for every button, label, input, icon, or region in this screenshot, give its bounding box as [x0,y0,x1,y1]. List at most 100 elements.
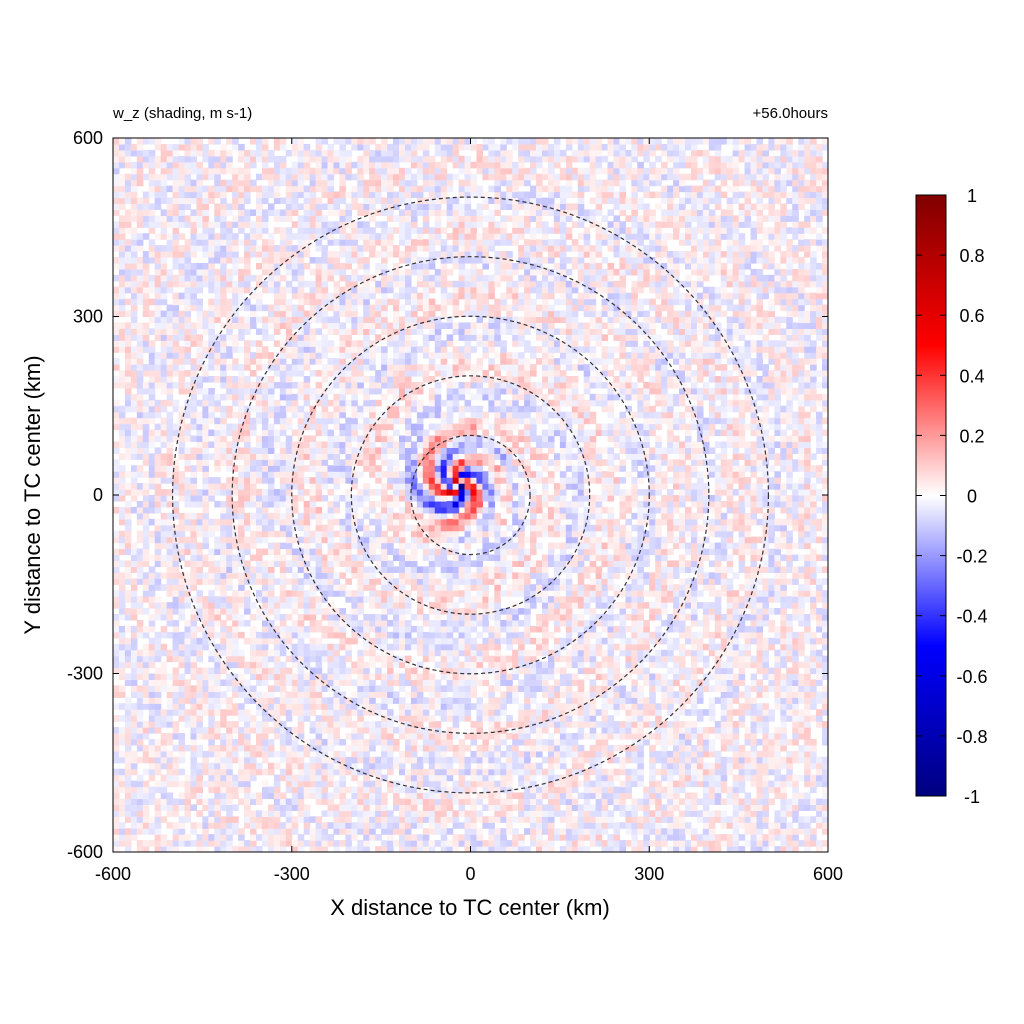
heatmap-cell [190,138,198,145]
heatmap-cell [285,304,293,312]
heatmap-cell [148,138,156,145]
heatmap-cell [303,596,311,603]
heatmap-cell [202,602,209,609]
heatmap-cell [387,405,394,413]
heatmap-cell [261,495,269,502]
heatmap-cell [351,596,358,603]
heatmap-cell [244,786,251,794]
heatmap-cell [190,411,198,419]
heatmap-cell [404,780,412,788]
heatmap-cell [363,459,370,466]
heatmap-cell [130,786,138,794]
heatmap-cell [124,750,132,758]
heatmap-cell [369,274,376,282]
heatmap-cell [190,756,198,764]
heatmap-cell [351,233,358,240]
heatmap-cell [291,346,299,353]
heatmap-cell [154,560,162,568]
heatmap-cell [256,744,263,752]
heatmap-cell [124,399,132,407]
heatmap-cell [256,643,263,651]
heatmap-cell [220,197,227,205]
heatmap-cell [160,471,168,478]
heatmap-cell [315,477,323,484]
heatmap-cell [166,209,174,216]
heatmap-cell [250,518,257,526]
heatmap-cell [369,614,376,621]
heatmap-cell [220,822,227,829]
heatmap-cell [261,608,269,615]
heatmap-cell [208,387,215,395]
heatmap-cell [256,417,263,425]
heatmap-cell [202,768,209,776]
heatmap-cell [369,149,376,157]
heatmap-cell [118,584,126,591]
heatmap-cell [232,185,239,193]
heatmap-cell [250,625,257,633]
heatmap-cell [226,649,233,657]
heatmap-cell [297,423,305,431]
heatmap-cell [214,358,221,365]
heatmap-cell [404,578,412,585]
heatmap-cell [285,399,293,407]
heatmap-cell [369,679,376,687]
heatmap-cell [166,203,174,211]
heatmap-cell [244,774,251,782]
heatmap-cell [339,358,346,365]
heatmap-cell [393,280,400,288]
heatmap-cell [214,453,221,460]
heatmap-cell [261,465,269,472]
heatmap-cell [387,643,394,651]
heatmap-cell [416,435,424,443]
heatmap-cell [142,596,150,603]
heatmap-cell [214,572,221,579]
heatmap-cell [142,233,150,240]
heatmap-cell [351,268,358,276]
heatmap-cell [118,822,126,829]
heatmap-cell [375,727,382,734]
heatmap-cell [124,756,132,764]
heatmap-cell [381,376,388,383]
heatmap-cell [226,268,233,276]
heatmap-cell [309,447,317,454]
heatmap-cell [226,762,233,770]
heatmap-cell [142,500,150,508]
heatmap-cell [351,625,358,633]
heatmap-cell [208,703,215,710]
heatmap-cell [321,465,329,472]
heatmap-cell [393,578,400,585]
heatmap-cell [202,203,209,211]
heatmap-cell [321,768,329,776]
heatmap-cell [375,703,382,710]
heatmap-cell [351,405,358,413]
heatmap-cell [130,560,138,568]
heatmap-cell [148,298,156,306]
heatmap-cell [291,322,299,330]
heatmap-cell [285,512,293,520]
heatmap-cell [267,840,275,847]
heatmap-cell [387,685,394,692]
heatmap-cell [250,155,257,163]
heatmap-cell [178,155,186,163]
heatmap-cell [321,834,329,841]
heatmap-cell [291,822,299,829]
heatmap-cell [160,834,168,841]
heatmap-cell [387,173,394,181]
heatmap-cell [148,816,156,823]
heatmap-cell [226,709,233,716]
heatmap-cell [291,138,299,145]
heatmap-cell [142,721,150,728]
heatmap-cell [184,786,192,794]
heatmap-cell [190,828,198,835]
heatmap-cell [393,804,400,811]
heatmap-cell [404,631,412,639]
heatmap-cell [178,191,186,199]
heatmap-cell [273,489,281,496]
heatmap-cell [267,512,275,520]
heatmap-cell [190,500,198,508]
heatmap-cell [393,447,400,454]
heatmap-cell [261,322,269,330]
heatmap-cell [273,245,281,252]
heatmap-cell [244,602,251,609]
heatmap-cell [184,619,192,627]
